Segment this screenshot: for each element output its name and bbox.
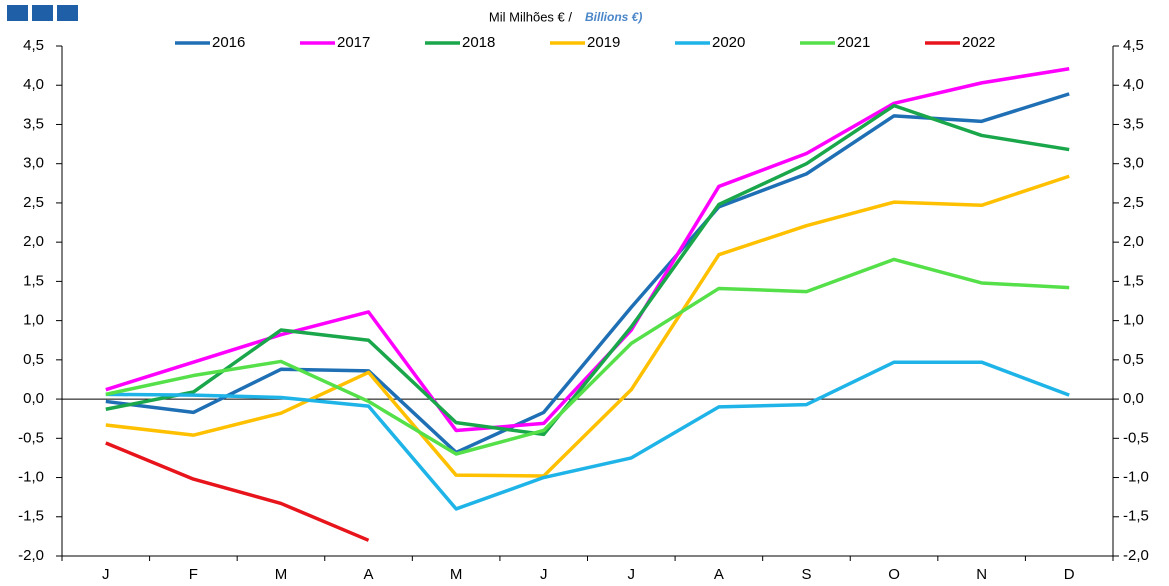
y2-tick-label: 0,0 bbox=[1123, 390, 1144, 407]
x-tick-label: M bbox=[450, 566, 463, 583]
y2-tick-label: -1,5 bbox=[1123, 508, 1149, 525]
y2-tick-label: -0,5 bbox=[1123, 429, 1149, 446]
y2-tick-label: -1,0 bbox=[1123, 469, 1149, 486]
y-tick-label: 4,0 bbox=[23, 76, 44, 93]
y2-tick-label: 3,5 bbox=[1123, 115, 1144, 132]
series-line bbox=[105, 257, 1070, 456]
y-tick-label: 2,0 bbox=[23, 233, 44, 250]
legend-label: 2019 bbox=[587, 34, 620, 51]
y2-tick-label: -2,0 bbox=[1123, 547, 1149, 564]
y-tick-label: 2,5 bbox=[23, 194, 44, 211]
x-tick-label: J bbox=[102, 566, 110, 583]
y2-tick-label: 2,0 bbox=[1123, 233, 1144, 250]
y-tick-label: 3,0 bbox=[23, 155, 44, 172]
y2-tick-label: 4,0 bbox=[1123, 76, 1144, 93]
y2-tick-label: 3,0 bbox=[1123, 155, 1144, 172]
x-tick-label: D bbox=[1064, 566, 1075, 583]
y-tick-label: -1,0 bbox=[18, 469, 44, 486]
series-line bbox=[105, 441, 370, 542]
y-tick-label: -2,0 bbox=[18, 547, 44, 564]
x-tick-label: O bbox=[888, 566, 900, 583]
legend-label: 2020 bbox=[712, 34, 745, 51]
x-tick-label: A bbox=[714, 566, 724, 583]
y2-tick-label: 1,5 bbox=[1123, 272, 1144, 289]
series-line bbox=[105, 360, 1070, 511]
x-tick-label: J bbox=[540, 566, 548, 583]
legend-label: 2016 bbox=[212, 34, 245, 51]
y2-tick-label: 4,5 bbox=[1123, 37, 1144, 54]
legend-label: 2021 bbox=[837, 34, 870, 51]
y-tick-label: 1,5 bbox=[23, 272, 44, 289]
y-tick-label: 4,5 bbox=[23, 37, 44, 54]
x-tick-label: N bbox=[976, 566, 987, 583]
x-tick-label: S bbox=[801, 566, 811, 583]
logo-block bbox=[7, 5, 28, 21]
logo-block bbox=[32, 5, 53, 21]
series-line bbox=[105, 67, 1070, 433]
y-tick-label: 3,5 bbox=[23, 115, 44, 132]
y-tick-label: 0,0 bbox=[23, 390, 44, 407]
series-line bbox=[105, 92, 1070, 455]
y2-tick-label: 0,5 bbox=[1123, 351, 1144, 368]
y-tick-label: 1,0 bbox=[23, 312, 44, 329]
y2-tick-label: 2,5 bbox=[1123, 194, 1144, 211]
chart-subtitle: Billions €) bbox=[585, 10, 642, 24]
logo-block bbox=[57, 5, 78, 21]
x-tick-label: J bbox=[628, 566, 636, 583]
series-line bbox=[105, 174, 1070, 478]
series-line bbox=[105, 103, 1070, 437]
chart-title: Mil Milhões € / bbox=[489, 9, 572, 24]
y2-tick-label: 1,0 bbox=[1123, 312, 1144, 329]
legend-label: 2017 bbox=[337, 34, 370, 51]
y-tick-label: 0,5 bbox=[23, 351, 44, 368]
x-tick-label: A bbox=[364, 566, 374, 583]
x-tick-label: F bbox=[189, 566, 198, 583]
y-tick-label: -1,5 bbox=[18, 508, 44, 525]
legend-label: 2018 bbox=[462, 34, 495, 51]
y-tick-label: -0,5 bbox=[18, 429, 44, 446]
x-tick-label: M bbox=[275, 566, 288, 583]
legend-label: 2022 bbox=[962, 34, 995, 51]
